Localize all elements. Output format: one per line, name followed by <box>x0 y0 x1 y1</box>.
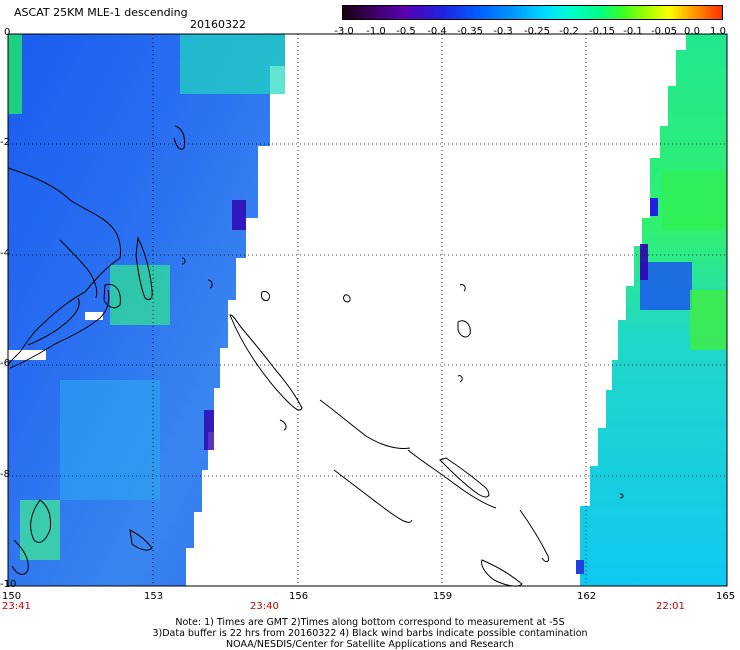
colorbar-label: -0.3 <box>493 26 513 37</box>
data-patch <box>576 560 584 574</box>
x-tick-label: 162 <box>577 591 597 602</box>
data-patch <box>110 265 170 325</box>
colorbar-label: -0.35 <box>457 26 483 37</box>
time-label: 23:40 <box>250 601 279 612</box>
data-patch <box>20 500 60 560</box>
y-tick-label: 0 <box>4 27 11 38</box>
coastlines <box>7 125 624 587</box>
data-patch <box>60 380 160 500</box>
y-tick-label: -6 <box>0 358 10 369</box>
colorbar-label: -0.25 <box>524 26 550 37</box>
y-tick-label: -2 <box>0 137 10 148</box>
time-label: 23:41 <box>2 601 31 612</box>
x-tick-label: 150 <box>2 591 22 602</box>
y-tick-label: -4 <box>0 248 10 259</box>
footnote-line: NOAA/NESDIS/Center for Satellite Applica… <box>226 639 514 650</box>
data-patch <box>204 410 214 450</box>
time-label: 22:01 <box>656 601 685 612</box>
map-frame <box>7 33 728 587</box>
x-tick-label: 156 <box>289 591 309 602</box>
colorbar-label: -0.1 <box>623 26 643 37</box>
colorbar-label: -3.0 <box>334 26 354 37</box>
colorbar-label: -0.15 <box>589 26 615 37</box>
data-patch <box>640 244 648 280</box>
footnote-line: Note: 1) Times are GMT 2)Times along bot… <box>175 617 565 628</box>
colorbar-label: -0.5 <box>396 26 416 37</box>
data-gap <box>85 312 103 320</box>
y-tick-label: -8 <box>0 469 10 480</box>
colorbar-label: 1.0 <box>710 26 726 37</box>
data-patch <box>180 34 285 94</box>
map-date: 20160322 <box>190 18 246 31</box>
colorbar-label: 0.0 <box>684 26 700 37</box>
colorbar-label: -0.05 <box>651 26 677 37</box>
data-patch <box>662 170 727 230</box>
data-patch <box>8 34 22 114</box>
data-patch <box>650 198 658 216</box>
footnote-line: 3)Data buffer is 22 hrs from 20160322 4)… <box>152 628 588 639</box>
x-tick-label: 165 <box>716 591 736 602</box>
colorbar-label: -0.4 <box>427 26 447 37</box>
data-gap <box>8 350 46 360</box>
x-tick-label: 159 <box>433 591 453 602</box>
colorbar-label: -0.2 <box>559 26 579 37</box>
footnote: Note: 1) Times are GMT 2)Times along bot… <box>0 617 740 650</box>
map-title: ASCAT 25KM MLE-1 descending <box>14 6 188 19</box>
x-tick-label: 153 <box>144 591 164 602</box>
data-patch <box>690 290 727 350</box>
data-patch <box>232 200 246 230</box>
colorbar <box>342 5 723 20</box>
colorbar-label: -1.0 <box>366 26 386 37</box>
y-tick-label: -10 <box>0 579 17 590</box>
data-patch <box>640 262 692 310</box>
graticule <box>8 34 727 586</box>
